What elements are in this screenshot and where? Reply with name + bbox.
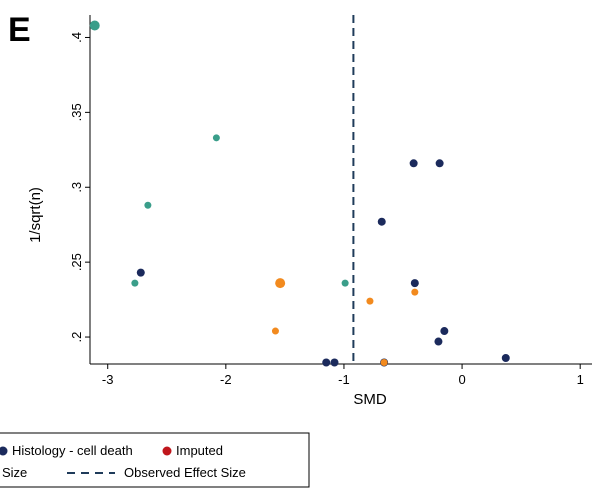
orange-point: [271, 327, 279, 335]
orange-point: [380, 359, 388, 367]
plot-axes: .2 .25 .3 .35 .4 -3 -2 -1 0 1: [69, 15, 592, 387]
x-tick-label: 1: [577, 372, 584, 387]
teal-point: [212, 134, 220, 142]
histology-point: [435, 159, 444, 168]
y-tick-label: .25: [69, 253, 84, 271]
y-axis-title: 1/sqrt(n): [27, 187, 44, 243]
legend-imputed-marker: [162, 446, 172, 456]
orange-point: [366, 297, 374, 305]
x-axis-title: SMD: [353, 391, 387, 408]
histology-point: [434, 337, 443, 346]
legend-box: [0, 432, 310, 488]
legend-imputed-label: Imputed: [176, 443, 223, 458]
y-tick-label: .2: [69, 332, 84, 343]
x-tick-label: 0: [458, 372, 465, 387]
histology-point: [409, 159, 418, 168]
x-tick-label: -1: [338, 372, 350, 387]
teal-point: [341, 279, 349, 287]
teal-point: [131, 279, 139, 287]
legend-histology-marker: [0, 446, 8, 456]
histology-point: [440, 327, 449, 336]
teal-point: [144, 201, 152, 209]
y-tick-label: .4: [69, 32, 84, 43]
y-tick-label: .35: [69, 103, 84, 121]
plot-points: [89, 20, 510, 367]
histology-point: [330, 358, 339, 367]
x-tick-label: -2: [220, 372, 232, 387]
orange-point: [411, 288, 419, 296]
orange-point: [275, 278, 286, 289]
panel-label: E: [8, 11, 31, 49]
histology-point: [322, 358, 331, 367]
legend-size-label: Size: [2, 465, 27, 480]
teal-point: [89, 20, 100, 31]
legend-observed-effect-label: Observed Effect Size: [124, 465, 246, 480]
histology-point: [501, 354, 510, 363]
histology-point: [136, 268, 145, 277]
x-tick-label: -3: [102, 372, 114, 387]
histology-point: [377, 217, 386, 226]
histology-point: [410, 279, 419, 288]
y-tick-label: .3: [69, 182, 84, 193]
legend: Histology - cell death Imputed Size Obse…: [0, 432, 310, 488]
legend-histology-label: Histology - cell death: [12, 443, 133, 458]
